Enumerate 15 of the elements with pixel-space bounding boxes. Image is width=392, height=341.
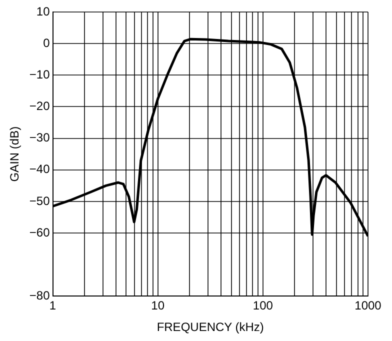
y-tick-label: −60 (29, 225, 50, 240)
y-tick-label: −50 (29, 194, 50, 208)
y-axis-title: GAIN (dB) (8, 126, 22, 182)
x-tick-label: 1000 (354, 298, 382, 313)
y-tick-label: −10 (29, 67, 50, 82)
y-tick-label: 0 (43, 36, 50, 50)
y-tick-label: −30 (29, 130, 50, 145)
y-tick-label: −20 (29, 99, 50, 114)
y-tick-label: 10 (36, 4, 50, 18)
x-tick-label: 1 (49, 298, 56, 313)
x-tick-label: 10 (151, 298, 165, 313)
y-tick-label: −40 (29, 162, 50, 176)
y-tick-label: −80 (29, 288, 50, 303)
x-tick-label: 100 (252, 298, 274, 313)
x-axis-title: FREQUENCY (kHz) (156, 320, 264, 334)
